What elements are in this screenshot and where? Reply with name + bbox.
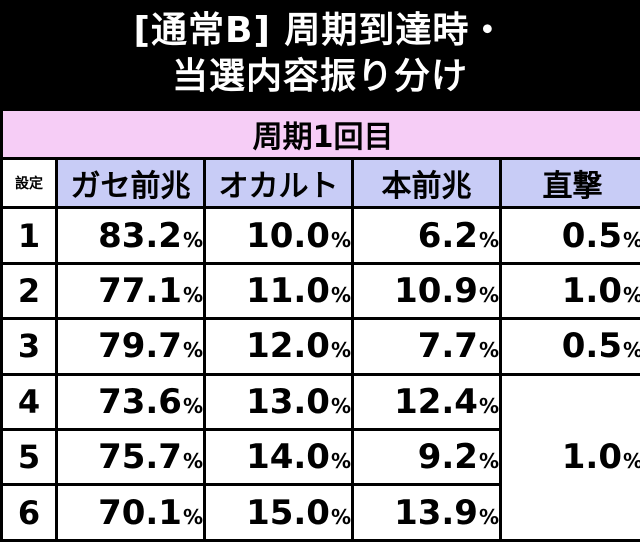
gase-value: 79.7 [98,326,182,367]
occult-value: 15.0 [246,492,330,533]
header-occult: オカルト [206,160,351,207]
percent-sign: % [623,449,640,473]
percent-sign: % [330,504,351,529]
direct-value: 0.5 [561,326,622,367]
hon-cell: 12.4% [354,375,499,429]
percent-sign: % [478,338,499,363]
hon-value: 13.9 [394,492,478,533]
setting-header: 設定 [3,160,55,207]
direct-value: 1.0 [561,437,622,478]
percent-sign: % [182,338,203,363]
direct-cell: 1.0% [502,264,640,318]
percent-sign: % [478,449,499,474]
header-direct: 直撃 [502,160,640,207]
percent-sign: % [182,393,203,418]
hon-cell: 6.2% [354,209,499,262]
percent-sign: % [623,228,640,252]
title-line-2: 当選内容振り分け [171,56,468,97]
percent-sign: % [182,504,203,529]
percent-sign: % [623,338,640,362]
header-gase: ガセ前兆 [58,160,203,207]
setting-value: 6 [3,486,55,539]
percent-sign: % [182,449,203,474]
gase-value: 73.6 [98,381,182,422]
gase-value: 70.1 [98,492,182,533]
period-row: 周期1回目 [3,111,640,158]
direct-cell: 0.5% [502,320,640,373]
occult-cell: 13.0% [206,375,351,429]
table-row: 1 83.2% 10.0% 6.2% 0.5% [3,209,640,262]
percent-sign: % [182,227,203,252]
table-row: 2 77.1% 11.0% 10.9% 1.0% [3,264,640,318]
percent-sign: % [330,282,351,307]
page-title: [通常B] 周期到達時・ 当選内容振り分け [0,0,640,108]
table-row: 6 70.1% 15.0% 13.9% [3,486,640,539]
title-line-1: [通常B] 周期到達時・ [133,10,507,51]
occult-cell: 11.0% [206,264,351,318]
percent-sign: % [478,282,499,307]
setting-value: 3 [3,320,55,373]
gase-cell: 79.7% [58,320,203,373]
setting-value: 1 [3,209,55,262]
direct-value: 1.0 [561,270,622,311]
occult-value: 11.0 [246,270,330,311]
occult-cell: 15.0% [206,486,351,539]
occult-value: 10.0 [246,215,330,256]
hon-cell: 9.2% [354,431,499,484]
hon-value: 10.9 [394,270,478,311]
direct-merged-cell: 1.0% [502,375,640,539]
table-row: 5 75.7% 14.0% 9.2% [3,431,640,484]
table-row: 4 73.6% 13.0% 12.4% 1.0% [3,375,640,539]
hon-cell: 13.9% [354,486,499,539]
occult-cell: 12.0% [206,320,351,373]
percent-sign: % [182,282,203,307]
distribution-table: 周期1回目 設定 ガセ前兆 オカルト 本前兆 直撃 1 83.2% 10.0% … [0,108,640,542]
gase-cell: 77.1% [58,264,203,318]
percent-sign: % [478,393,499,418]
percent-sign: % [330,449,351,474]
hon-cell: 7.7% [354,320,499,373]
percent-sign: % [330,338,351,363]
gase-value: 77.1 [98,270,182,311]
header-hon: 本前兆 [354,160,499,207]
gase-cell: 73.6% [58,375,203,429]
gase-value: 75.7 [98,437,182,478]
occult-cell: 14.0% [206,431,351,484]
occult-value: 12.0 [246,326,330,367]
direct-value: 0.5 [561,215,622,256]
table-row: 3 79.7% 12.0% 7.7% 0.5% [3,320,640,373]
percent-sign: % [478,504,499,529]
occult-cell: 10.0% [206,209,351,262]
header-row: 設定 ガセ前兆 オカルト 本前兆 直撃 [3,160,640,207]
gase-value: 83.2 [98,215,182,256]
hon-value: 9.2 [417,437,478,478]
hon-value: 6.2 [417,215,478,256]
gase-cell: 70.1% [58,486,203,539]
setting-value: 4 [3,375,55,429]
gase-cell: 75.7% [58,431,203,484]
percent-sign: % [330,393,351,418]
period-label: 周期1回目 [3,111,640,158]
percent-sign: % [478,227,499,252]
hon-value: 12.4 [394,381,478,422]
gase-cell: 83.2% [58,209,203,262]
occult-value: 14.0 [246,437,330,478]
occult-value: 13.0 [246,381,330,422]
hon-cell: 10.9% [354,264,499,318]
direct-cell: 0.5% [502,209,640,262]
percent-sign: % [330,227,351,252]
setting-value: 5 [3,431,55,484]
percent-sign: % [623,283,640,307]
hon-value: 7.7 [417,326,478,367]
setting-value: 2 [3,264,55,318]
